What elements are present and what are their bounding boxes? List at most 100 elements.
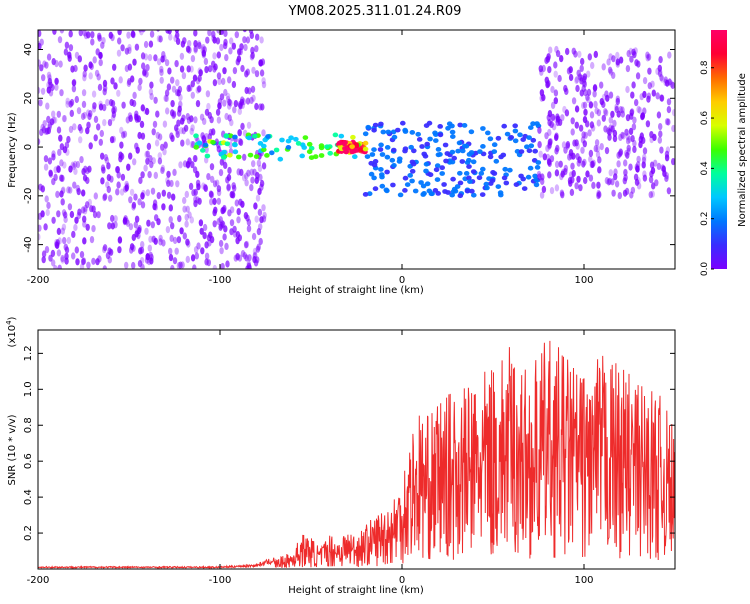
spectrogram-blob bbox=[378, 142, 384, 148]
spectrogram-blob bbox=[237, 254, 243, 262]
spectrogram-blob bbox=[554, 160, 560, 168]
spectrogram-blob bbox=[163, 141, 168, 149]
spectrogram-blob bbox=[586, 70, 591, 78]
spectrogram-blob bbox=[306, 149, 313, 155]
spectrogram-blob bbox=[62, 161, 67, 169]
spectrogram-blob bbox=[195, 86, 200, 94]
spectrogram-blob bbox=[583, 108, 588, 116]
spectrogram-blob bbox=[568, 66, 573, 74]
spectrogram-blob bbox=[244, 179, 249, 187]
spectrogram-blob bbox=[159, 68, 164, 76]
spectrogram-blob bbox=[144, 227, 149, 235]
spectrogram-blob bbox=[664, 172, 669, 180]
spectrogram-blob bbox=[582, 140, 587, 148]
spectrogram-blob bbox=[219, 30, 224, 35]
colorbar-tick-label: 0.4 bbox=[700, 161, 710, 176]
spectrogram-blob bbox=[81, 168, 86, 176]
spectrogram-blob bbox=[83, 204, 88, 212]
spectrogram-blob bbox=[175, 130, 180, 139]
spectrogram-blob bbox=[209, 191, 215, 199]
spectrogram-blob bbox=[61, 115, 67, 123]
spectrogram-blob bbox=[229, 228, 234, 236]
spectrogram-blob bbox=[526, 135, 532, 141]
spectrogram-blob bbox=[85, 201, 90, 209]
spectrogram-blob bbox=[225, 95, 231, 103]
spectrogram-blob bbox=[390, 182, 396, 188]
spectrogram-blob bbox=[124, 184, 129, 192]
spectrogram-blob bbox=[73, 223, 78, 232]
spectrogram-blob bbox=[647, 67, 652, 75]
spectrogram-blob bbox=[141, 189, 146, 198]
spectrogram-blob bbox=[192, 155, 198, 163]
spectrogram-blob bbox=[193, 30, 198, 37]
spectrogram-blob bbox=[197, 197, 202, 205]
spectrogram-blob bbox=[40, 87, 46, 95]
spectrogram-blob bbox=[568, 73, 574, 82]
spectrogram-blob bbox=[89, 205, 94, 213]
snr-series-line bbox=[38, 340, 675, 569]
spectrogram-blob bbox=[98, 103, 104, 111]
spectrogram-blob bbox=[623, 168, 628, 176]
spectrogram-blob bbox=[603, 109, 609, 117]
spectrogram-blob bbox=[69, 109, 75, 117]
spectrogram-blob bbox=[140, 132, 146, 140]
spectrogram-blob bbox=[148, 88, 154, 96]
spectrogram-blob bbox=[642, 174, 648, 182]
spectrogram-blob bbox=[579, 64, 584, 72]
spectrogram-blob bbox=[164, 59, 170, 67]
spectrogram-blob bbox=[569, 171, 574, 179]
spectrogram-blob bbox=[224, 141, 231, 147]
spectrogram-blob bbox=[368, 160, 375, 166]
spectrogram-blob bbox=[174, 247, 179, 255]
spectrogram-blob bbox=[242, 30, 247, 33]
spectrogram-blob bbox=[610, 178, 615, 186]
spectrogram-blob bbox=[75, 184, 81, 192]
spectrogram-blob bbox=[362, 131, 369, 137]
spectrogram-blob bbox=[601, 114, 606, 122]
spectrogram-blob bbox=[155, 131, 160, 139]
spectrogram-blob bbox=[554, 45, 559, 54]
spectrogram-blob bbox=[196, 183, 201, 191]
spectrogram-blob bbox=[221, 149, 227, 155]
spectrogram-blob bbox=[549, 187, 555, 195]
snr-y-tick-label: 1.0 bbox=[23, 381, 34, 397]
spectrogram-blob bbox=[491, 149, 498, 155]
spectrogram-blob bbox=[117, 236, 123, 244]
spectrogram-blob bbox=[65, 100, 70, 108]
spectrogram-blob bbox=[120, 173, 126, 181]
spectrogram-blob bbox=[141, 62, 146, 70]
spectrogram-blob bbox=[218, 216, 223, 224]
spectrogram-blob bbox=[220, 262, 225, 269]
spectrogram-blob bbox=[240, 122, 245, 130]
spectrogram-blob bbox=[312, 154, 319, 160]
spectrogram-blob bbox=[671, 158, 675, 166]
spectrogram-blob bbox=[501, 175, 508, 181]
spectrogram-blob bbox=[143, 53, 149, 61]
spectrogram-blob bbox=[435, 147, 442, 152]
spectrogram-blob bbox=[193, 45, 198, 53]
spectrogram-blob bbox=[115, 166, 121, 174]
spectrogram-blob bbox=[476, 175, 483, 181]
snr-y-tick-label: 0.2 bbox=[23, 525, 34, 541]
spectrogram-blob bbox=[483, 181, 490, 187]
spectrogram-blob bbox=[179, 52, 185, 60]
spectrogram-blob bbox=[575, 84, 580, 93]
spectrogram-blob bbox=[524, 144, 530, 150]
spectrogram-blob bbox=[209, 116, 214, 124]
spectrogram-y-tick-label: 0 bbox=[23, 144, 34, 150]
spectrogram-blob bbox=[477, 149, 483, 155]
spectrogram-blob bbox=[628, 47, 633, 56]
spectrogram-blob bbox=[504, 131, 511, 137]
spectrogram-blob bbox=[171, 85, 177, 93]
spectrogram-blob bbox=[389, 157, 396, 163]
spectrogram-blob bbox=[563, 84, 568, 93]
spectrogram-blob bbox=[273, 147, 280, 153]
spectrogram-blob bbox=[487, 136, 494, 142]
spectrogram-blob bbox=[229, 37, 234, 45]
spectrogram-blob bbox=[338, 133, 345, 139]
spectrogram-blob bbox=[592, 90, 597, 98]
spectrogram-blob bbox=[210, 175, 215, 183]
spectrogram-blob bbox=[162, 54, 167, 62]
spectrogram-blob bbox=[649, 131, 654, 139]
spectrogram-blob bbox=[57, 36, 63, 44]
